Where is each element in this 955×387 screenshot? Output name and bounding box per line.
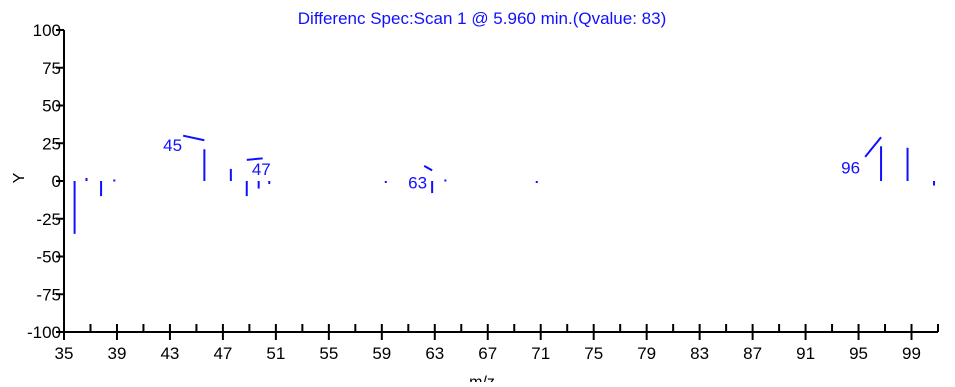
peak-label: 45 (163, 136, 182, 155)
y-tick-label: 25 (42, 134, 61, 153)
x-tick-label: 75 (584, 344, 603, 363)
peak-leader-line (864, 136, 882, 158)
y-tick-label: 0 (52, 172, 61, 191)
y-tick-label: -50 (36, 248, 61, 267)
x-tick-label: 35 (55, 344, 74, 363)
peak-label: 63 (408, 174, 427, 193)
x-tick-label: 71 (531, 344, 550, 363)
x-tick-label: 83 (690, 344, 709, 363)
y-tick-label: 75 (42, 59, 61, 78)
x-tick-label: 91 (796, 344, 815, 363)
axes (63, 30, 938, 333)
y-axis-ticks: 100 75 50 25 0 -25 -50 -75 -100 (27, 21, 64, 342)
x-axis-title: m/z (469, 374, 495, 382)
peak-leader-line (423, 165, 433, 172)
y-tick-label: -25 (36, 210, 61, 229)
x-tick-label: 95 (849, 344, 868, 363)
peak-label: 96 (841, 158, 860, 177)
x-tick-label: 67 (478, 344, 497, 363)
y-tick-label: 100 (33, 21, 61, 40)
x-tick-label: 39 (108, 344, 127, 363)
x-tick-label: 43 (160, 344, 179, 363)
peak-leader-line (182, 134, 205, 142)
peak-label: 47 (252, 160, 271, 179)
y-axis-title: Y (11, 172, 28, 183)
x-tick-label: 51 (266, 344, 285, 363)
peak-labels: 45 47 63 96 (163, 134, 882, 193)
x-tick-label: 63 (425, 344, 444, 363)
x-tick-label: 47 (213, 344, 232, 363)
spectrum-bars (73, 146, 936, 234)
chart-title: Differenc Spec:Scan 1 @ 5.960 min.(Qvalu… (298, 9, 666, 28)
x-tick-label: 87 (743, 344, 762, 363)
x-tick-label: 99 (902, 344, 921, 363)
y-tick-label: -75 (36, 285, 61, 304)
x-axis-ticks: 35 39 43 47 51 55 59 63 67 71 75 79 83 87 91 95 99 (55, 324, 939, 363)
x-tick-label: 79 (637, 344, 656, 363)
x-tick-label: 59 (372, 344, 391, 363)
peak-leader-line (246, 157, 263, 161)
y-tick-label: -100 (27, 323, 61, 342)
y-tick-label: 50 (42, 97, 61, 116)
x-tick-label: 55 (319, 344, 338, 363)
